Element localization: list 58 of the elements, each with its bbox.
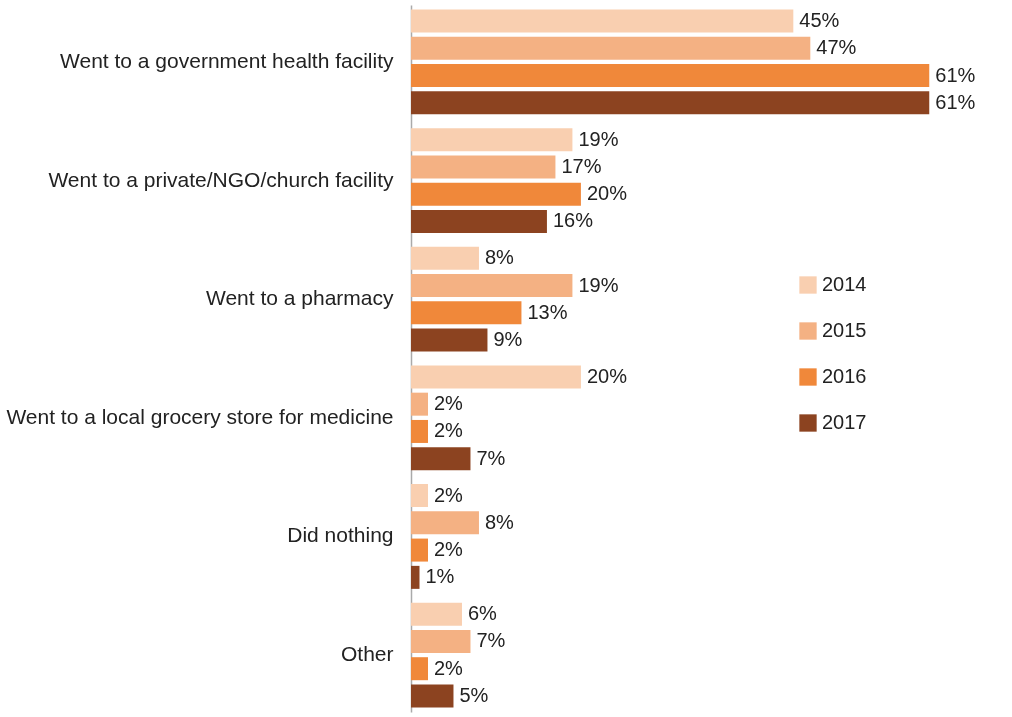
bar (411, 365, 581, 389)
bar (411, 484, 428, 508)
data-label: 5% (459, 683, 489, 706)
data-label: 8% (484, 510, 515, 533)
data-label: 1% (425, 565, 455, 588)
bar (411, 209, 547, 233)
data-label: 61% (935, 63, 976, 86)
bar (411, 36, 811, 60)
data-label: 13% (527, 300, 568, 323)
bar (411, 128, 573, 152)
data-label: 16% (552, 209, 594, 232)
y-tick-label: Went to a government health facility (60, 48, 394, 72)
data-label: 19% (578, 127, 619, 150)
bar (411, 274, 573, 298)
y-tick-label: Went to a pharmacy (205, 286, 394, 310)
bar (411, 155, 556, 179)
y-tick-label: Went to a local grocery store for medicine (6, 404, 394, 428)
data-label: 9% (493, 328, 523, 351)
data-label: 6% (467, 602, 498, 625)
data-label: 2% (433, 656, 464, 679)
bar (411, 602, 462, 626)
data-label: 20% (586, 364, 628, 387)
data-label: 19% (578, 273, 619, 296)
legend-label: 2015 (822, 319, 867, 341)
data-label: 45% (799, 9, 840, 32)
bar (411, 447, 471, 471)
legend-label: 2014 (822, 273, 867, 295)
data-label: 61% (935, 90, 976, 113)
bar (411, 182, 581, 206)
bar (411, 64, 930, 88)
bar (411, 629, 471, 653)
data-label: 7% (476, 629, 506, 652)
y-tick-label: Did nothing (287, 523, 394, 547)
data-label: 17% (561, 154, 602, 177)
data-label: 2% (433, 419, 464, 442)
bar (411, 684, 454, 708)
bar (411, 91, 930, 115)
legend-label: 2016 (822, 365, 867, 387)
data-label: 8% (484, 246, 515, 269)
bar (411, 246, 479, 270)
bar (411, 511, 479, 535)
bar (411, 657, 428, 681)
data-label: 20% (586, 182, 628, 205)
bar (411, 565, 420, 589)
bar (411, 538, 428, 562)
bar (411, 419, 428, 443)
data-label: 2% (433, 538, 464, 561)
bar (411, 301, 522, 325)
bar (411, 392, 428, 416)
data-label: 47% (816, 36, 857, 59)
bar (411, 9, 794, 33)
data-label: 7% (476, 446, 506, 469)
data-label: 2% (433, 392, 464, 415)
y-tick-label: Other (340, 642, 394, 666)
legend-label: 2017 (822, 411, 867, 433)
bar (411, 328, 488, 352)
y-tick-label: Went to a private/NGO/church facility (48, 167, 394, 191)
data-label: 2% (433, 483, 464, 506)
